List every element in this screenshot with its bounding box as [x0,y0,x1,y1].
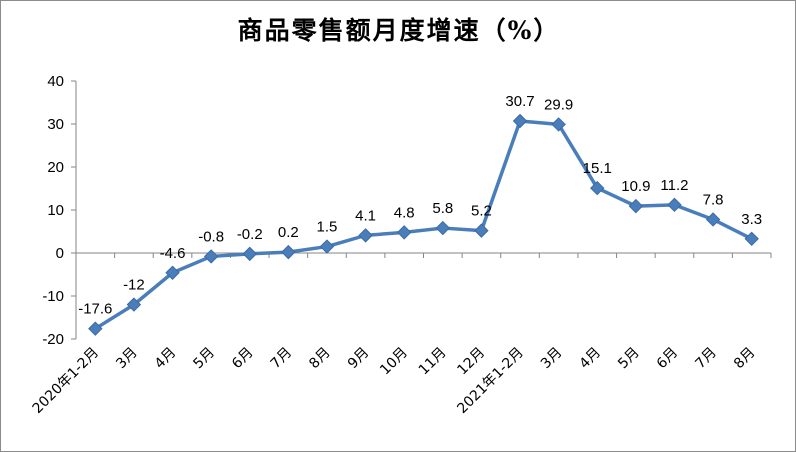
data-point-marker [590,180,605,196]
x-tick-label: 7月 [268,345,296,373]
x-tick-label: 4月 [577,345,605,373]
y-tick-label: 40 [47,73,64,90]
x-tick-label: 3月 [538,345,566,373]
data-point-marker [242,246,257,262]
data-point-marker [551,117,566,132]
data-label: -0.2 [237,226,263,243]
y-tick-label: 30 [47,116,64,133]
x-tick-label: 9月 [345,345,373,373]
data-label: 11.2 [660,177,688,194]
x-tick-label: 12月 [454,345,488,379]
data-label: 10.9 [621,178,650,195]
chart-title: 商品零售额月度增速（%） [237,16,561,45]
series-line [94,119,753,331]
y-tick-label: 10 [47,202,64,219]
data-label: 4.1 [355,207,376,224]
y-tick-label: -20 [42,331,64,348]
data-point-marker [705,212,721,227]
x-tick-label: 6月 [229,345,257,373]
x-tick-label: 11月 [416,345,450,379]
x-tick-label: 5月 [190,345,218,373]
data-point-marker [474,223,489,238]
data-point-marker [126,297,142,312]
data-point-marker [88,321,103,336]
data-point-marker [165,265,180,280]
data-point-marker [203,249,219,264]
data-label: 30.7 [505,93,534,110]
x-tick-label: 8月 [731,345,759,373]
data-point-marker [667,197,682,213]
data-label: 4.8 [394,204,415,221]
data-label: 3.3 [741,211,762,228]
x-tick-label: 4月 [152,345,180,373]
x-tick-label: 7月 [692,345,720,373]
x-tick-label: 3月 [113,345,141,373]
data-point-marker [281,244,296,260]
x-tick-label: 8月 [306,345,334,373]
data-label: -4.6 [160,245,186,262]
y-tick-label: 0 [56,245,64,262]
data-point-marker [435,220,451,236]
x-tick-label: 5月 [615,345,643,373]
data-label: 0.2 [278,224,299,241]
x-tick-label: 6月 [654,345,682,373]
y-tick-label: 20 [47,159,64,176]
data-label: -12 [123,277,145,294]
data-label: 29.9 [544,96,573,113]
data-label: -17.6 [78,301,112,318]
data-point-marker [512,113,528,129]
y-tick-label: -10 [42,288,64,305]
data-point-marker [396,225,412,240]
data-labels: -17.6 -12 -4.6 -0.8 -0.2 0.2 1.5 4.1 4.8 5.8 5.2 30… [78,93,762,318]
data-point-marker [744,231,759,247]
x-tick-label: 10月 [377,345,411,379]
data-point-marker [358,228,373,243]
data-point-marker [628,198,644,214]
data-label: 15.1 [583,160,612,177]
data-label: 5.8 [432,200,453,217]
data-point-marker [319,239,335,254]
x-tick-label: 2020年1-2月 [30,345,102,417]
data-label: 7.8 [703,191,724,208]
data-label: -0.8 [198,228,224,245]
data-label: 1.5 [317,219,338,236]
data-label: 5.2 [471,203,492,220]
series-layer [88,113,759,336]
